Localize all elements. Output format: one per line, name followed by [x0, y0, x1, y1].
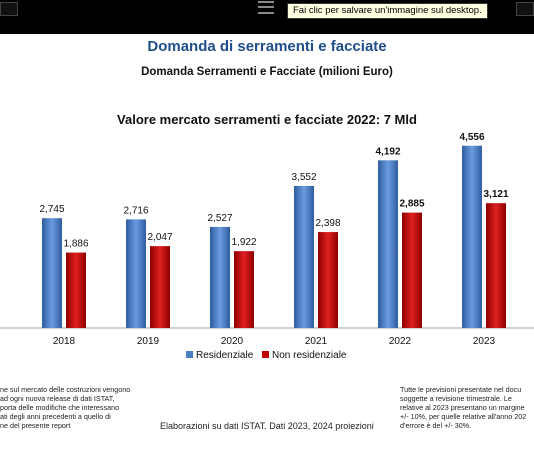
legend-label: Non residenziale	[272, 350, 347, 361]
data-label: 1,886	[63, 239, 88, 250]
data-label: 2,398	[315, 218, 340, 229]
data-label: 2,047	[147, 232, 172, 243]
chart-title: Valore mercato serramenti e facciate 202…	[117, 112, 417, 127]
footnote-left-line: ne sul mercato delle costruzioni vengono	[0, 385, 131, 394]
bar-residenziale-2021	[294, 185, 314, 328]
slide-title: Domanda di serramenti e facciate	[147, 38, 387, 55]
footnote-right-line: +/- 10%, per quelle relative all'anno 20…	[400, 412, 527, 421]
bar-residenziale-2019	[126, 219, 146, 328]
footnote-center: Elaborazioni su dati ISTAT. Dati 2023, 2…	[160, 421, 374, 431]
footnote-right-line: Tutte le previsioni presentate nel docu	[400, 385, 522, 394]
legend-label: Residenziale	[196, 350, 254, 361]
x-tick-label: 2019	[137, 336, 160, 347]
bar-residenziale-2020	[210, 226, 230, 328]
footnote-left-line: ad ogni nuova release di dati ISTAT,	[0, 394, 115, 403]
slide: Domanda di serramenti e facciate Domanda…	[0, 34, 534, 462]
toolbar-button-left[interactable]	[0, 2, 18, 16]
bar-non-residenziale-2019	[150, 246, 170, 328]
bar-non-residenziale-2018	[66, 252, 86, 328]
data-label: 4,192	[375, 146, 400, 157]
bar-non-residenziale-2021	[318, 232, 338, 328]
data-label: 4,556	[459, 132, 484, 143]
menu-icon[interactable]	[258, 1, 274, 14]
footnote-left: ne sul mercato delle costruzioni vengono…	[0, 385, 150, 430]
footnote-right: Tutte le previsioni presentate nel docu s…	[400, 385, 534, 430]
footnote-left-line: ne del presente report	[0, 421, 71, 430]
toolbar-button-right[interactable]	[516, 2, 534, 16]
bar-residenziale-2023	[462, 145, 482, 328]
legend-swatch	[186, 351, 193, 358]
legend-swatch	[262, 351, 269, 358]
footnote-right-line: d'errore è del +/- 30%.	[400, 421, 472, 430]
bar-non-residenziale-2022	[402, 212, 422, 328]
footnote-left-line: ati degli anni precedenti a quello di	[0, 412, 111, 421]
x-tick-label: 2023	[473, 336, 496, 347]
footnote-right-line: relative al 2023 presentano un margine	[400, 403, 525, 412]
x-tick-label: 2022	[389, 336, 412, 347]
x-tick-label: 2018	[53, 336, 76, 347]
viewer-toolbar: Fai clic per salvare un'immagine sul des…	[0, 0, 534, 19]
data-label: 3,552	[291, 172, 316, 183]
bar-residenziale-2018	[42, 218, 62, 328]
x-tick-label: 2020	[221, 336, 244, 347]
bar-non-residenziale-2020	[234, 251, 254, 328]
data-label: 3,121	[483, 189, 508, 200]
slide-subtitle: Domanda Serramenti e Facciate (milioni E…	[141, 66, 393, 78]
bar-chart: 2,745 1,886 2018 2,716 2,047 2019 2,527 1,922 20…	[0, 132, 534, 361]
bar-non-residenziale-2023	[486, 203, 506, 328]
bar-residenziale-2022	[378, 160, 398, 328]
x-tick-label: 2021	[305, 336, 328, 347]
data-label: 2,527	[207, 213, 232, 224]
data-label: 2,745	[39, 204, 64, 215]
save-image-tooltip: Fai clic per salvare un'immagine sul des…	[287, 3, 488, 19]
data-label: 1,922	[231, 237, 256, 248]
data-label: 2,716	[123, 205, 148, 216]
footnote-right-line: soggette a revisione trimestrale. Le	[400, 394, 512, 403]
footnote-left-line: porta delle modifiche che interessano	[0, 403, 120, 412]
data-label: 2,885	[399, 199, 424, 210]
